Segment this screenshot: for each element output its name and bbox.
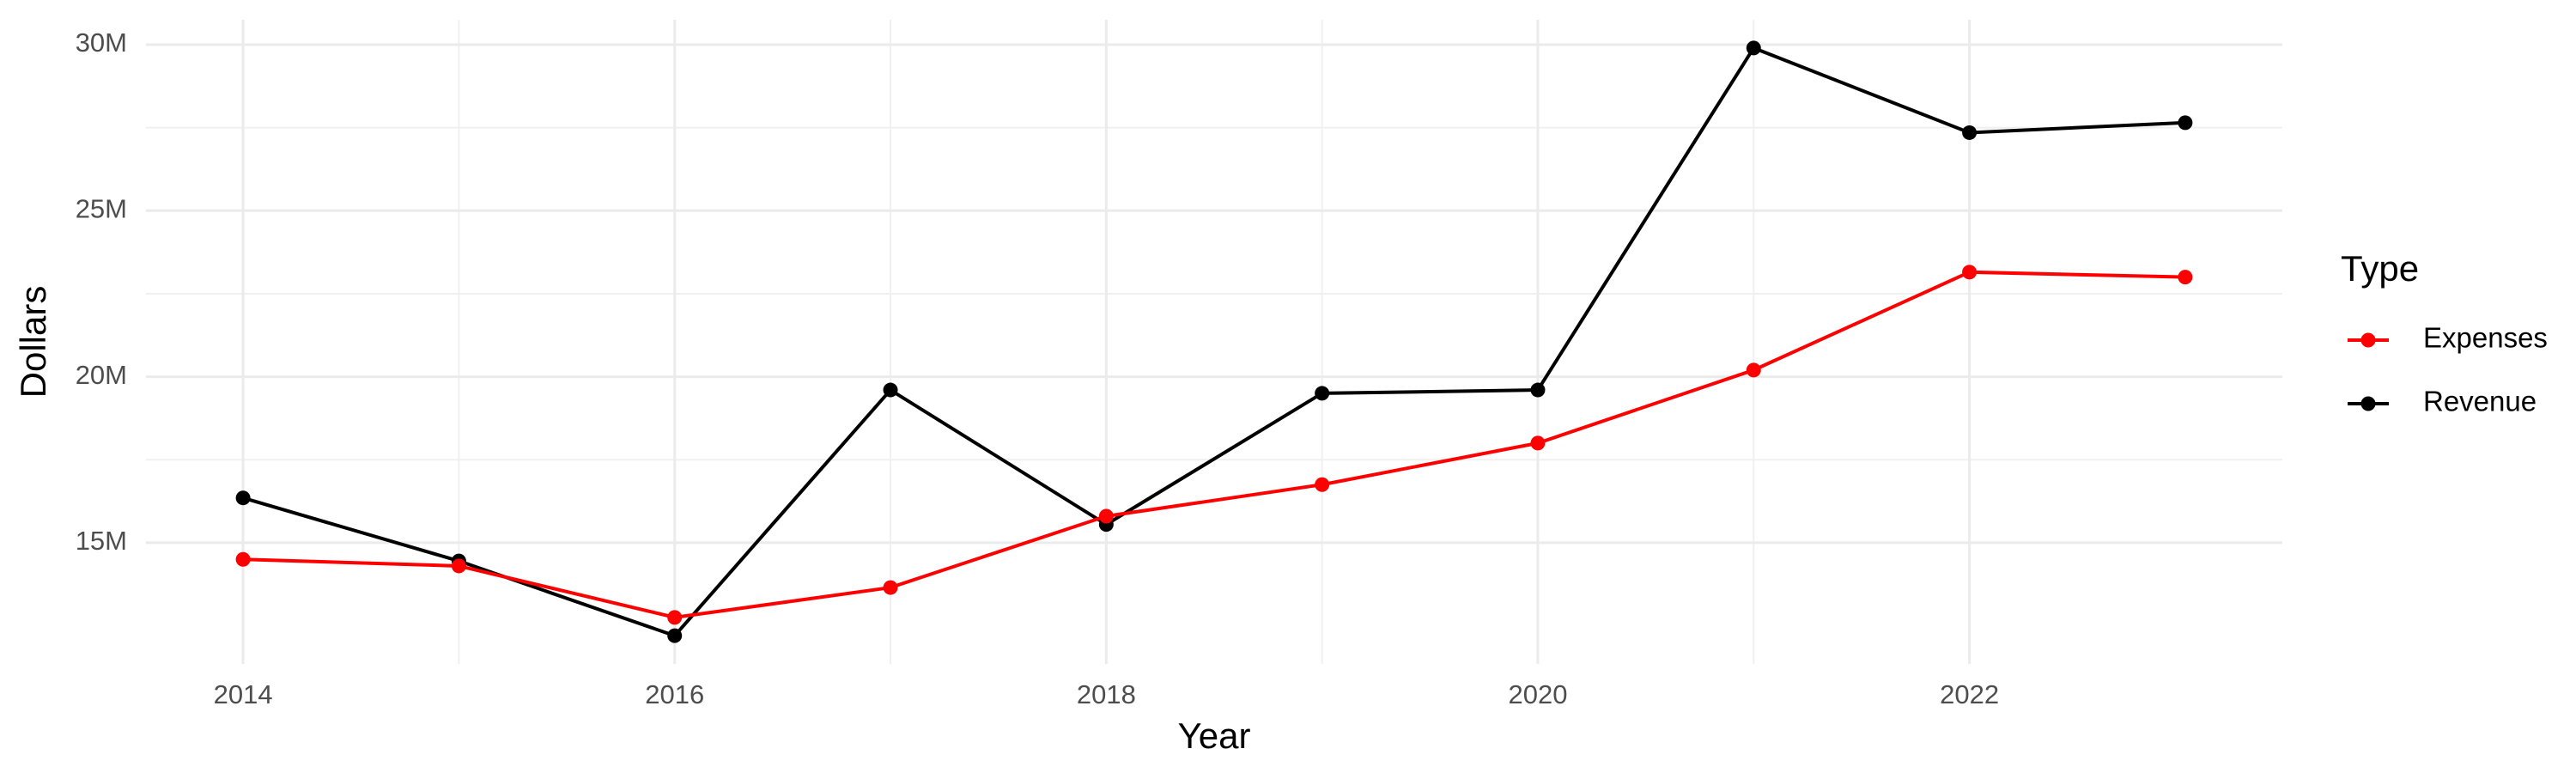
data-point	[2178, 270, 2193, 285]
x-axis-title: Year	[1178, 715, 1251, 756]
y-tick-label: 30M	[76, 27, 127, 58]
data-point	[451, 558, 466, 574]
legend-key-point	[2360, 332, 2376, 348]
x-tick-label: 2014	[214, 679, 273, 709]
legend-label: Revenue	[2423, 386, 2537, 417]
data-point	[1746, 40, 1761, 56]
series-line	[243, 270, 2185, 619]
data-point	[883, 382, 898, 398]
legend-title: Type	[2341, 248, 2419, 289]
data-point	[1962, 125, 1978, 140]
data-point	[1315, 477, 1330, 492]
data-point	[2178, 115, 2193, 131]
y-axis-title: Dollars	[13, 286, 53, 399]
x-tick-label: 2022	[1940, 679, 1999, 709]
x-tick-label: 2018	[1077, 679, 1136, 709]
data-point	[235, 490, 251, 506]
y-tick-label: 25M	[76, 193, 127, 223]
data-point	[667, 610, 683, 625]
legend-label: Expenses	[2423, 322, 2548, 354]
x-tick-label: 2016	[645, 679, 704, 709]
legend-key-point	[2360, 396, 2376, 411]
x-tick-label: 2020	[1508, 679, 1567, 709]
data-point	[1315, 386, 1330, 401]
y-tick-label: 20M	[76, 360, 127, 390]
y-tick-label: 15M	[76, 526, 127, 556]
data-point	[1962, 265, 1978, 280]
data-point	[1098, 508, 1114, 524]
data-point	[1530, 435, 1546, 451]
data-point	[235, 551, 251, 567]
data-point	[1530, 382, 1546, 398]
data-point	[883, 580, 898, 595]
series-line	[242, 46, 2186, 638]
data-point	[1746, 362, 1761, 378]
data-point	[667, 628, 683, 643]
